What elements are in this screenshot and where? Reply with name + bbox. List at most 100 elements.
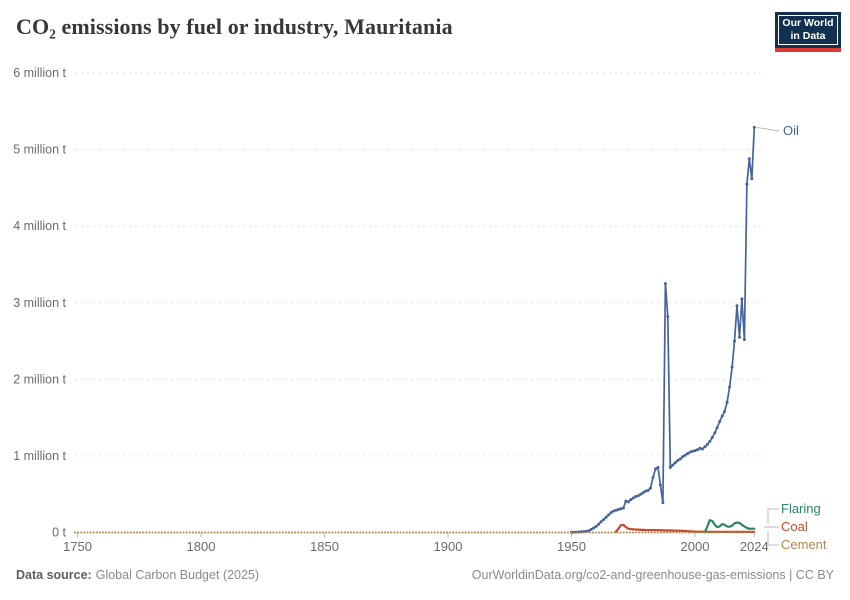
data-point-oil xyxy=(738,335,741,339)
data-point-oil xyxy=(599,520,603,524)
data-point-oil xyxy=(710,436,714,439)
y-axis-tick-label: 0 t xyxy=(52,526,66,540)
data-point-oil xyxy=(646,488,650,492)
data-point-oil xyxy=(616,508,620,511)
data-point-oil xyxy=(661,501,665,505)
data-source-label: Data source: xyxy=(16,568,92,582)
data-point-oil xyxy=(624,499,628,503)
data-point-oil xyxy=(718,420,722,423)
owid-logo-line2: in Data xyxy=(790,30,826,42)
data-point-oil xyxy=(733,339,736,343)
owid-logo-text: Our World in Data xyxy=(778,15,838,45)
series-line-flaring xyxy=(703,519,756,534)
data-point-oil xyxy=(740,297,744,301)
data-point-oil xyxy=(663,282,667,286)
data-point-oil xyxy=(634,495,638,498)
data-point-oil xyxy=(589,527,593,531)
data-point-oil xyxy=(629,498,633,502)
data-point-oil xyxy=(594,524,598,528)
data-point-oil xyxy=(698,446,702,450)
data-point-oil xyxy=(693,449,697,453)
legend-connector-oil xyxy=(756,126,780,132)
credit-link[interactable]: OurWorldinData.org/co2-and-greenhouse-ga… xyxy=(471,568,834,582)
data-point-oil xyxy=(681,455,685,459)
data-point-oil xyxy=(720,414,724,418)
data-point-oil xyxy=(723,410,727,413)
data-point-oil xyxy=(631,496,635,500)
x-axis-tick-label: 1750 xyxy=(63,539,92,554)
y-axis-tick-label: 6 million t xyxy=(13,66,66,80)
data-point-oil xyxy=(644,489,648,493)
data-point-oil xyxy=(705,442,709,446)
data-point-oil xyxy=(742,338,746,341)
data-point-oil xyxy=(609,511,613,515)
data-point-oil xyxy=(747,157,751,161)
data-point-oil xyxy=(678,457,682,461)
data-point-oil xyxy=(641,491,645,495)
legend-label-coal[interactable]: Coal xyxy=(781,519,808,534)
data-point-oil xyxy=(686,452,690,456)
legend-connector-flaring xyxy=(767,508,779,524)
data-point-oil xyxy=(654,467,657,471)
x-axis-tick-label: 1950 xyxy=(557,539,586,554)
owid-logo-background xyxy=(775,12,841,48)
y-axis-tick-label: 3 million t xyxy=(13,296,66,310)
data-point-oil xyxy=(621,506,625,510)
chart-footer: Data source: Global Carbon Budget (2025) … xyxy=(16,568,834,582)
data-point-oil xyxy=(676,459,680,462)
data-point-oil xyxy=(639,492,643,496)
data-point-oil xyxy=(612,509,615,513)
data-point-oil xyxy=(688,450,692,454)
data-point-oil xyxy=(619,507,623,511)
y-axis-tick-label: 1 million t xyxy=(13,449,66,463)
data-point-oil xyxy=(649,486,652,490)
owid-logo[interactable]: Our World in Data xyxy=(775,12,841,52)
data-point-oil xyxy=(626,500,630,504)
data-point-oil xyxy=(668,465,672,469)
data-point-oil xyxy=(607,513,611,517)
data-point-oil xyxy=(750,177,754,181)
data-point-oil xyxy=(735,304,739,308)
page-title: CO₂ emissions by fuel or industry, Mauri… xyxy=(16,14,453,39)
y-axis-tick-label: 2 million t xyxy=(13,372,66,386)
owid-logo-line1: Our World xyxy=(782,17,834,30)
x-axis-tick-label: 1800 xyxy=(187,539,216,554)
legend-label-cement[interactable]: Cement xyxy=(781,537,827,552)
data-point-oil xyxy=(752,125,756,129)
data-point-oil xyxy=(708,439,712,443)
data-point-oil xyxy=(666,315,670,318)
data-source-value: Global Carbon Budget (2025) xyxy=(95,568,260,582)
data-point-oil xyxy=(651,475,655,479)
y-axis-tick-label: 5 million t xyxy=(13,143,66,157)
series-line-cement xyxy=(74,530,756,534)
data-point-oil xyxy=(728,385,732,389)
data-point-oil xyxy=(691,449,694,453)
legend-label-oil[interactable]: Oil xyxy=(783,123,799,138)
legend-connector-cement xyxy=(767,531,779,546)
data-point-oil xyxy=(614,508,618,512)
x-axis-tick-label: 1900 xyxy=(434,539,463,554)
series-line-oil xyxy=(570,126,756,534)
data-point-oil xyxy=(604,515,608,519)
x-axis-tick-label: 2024 xyxy=(740,539,769,554)
data-point-oil xyxy=(715,426,719,430)
data-point-oil xyxy=(597,522,601,526)
series-line-coal xyxy=(614,523,756,534)
legend-label-flaring[interactable]: Flaring xyxy=(781,501,821,516)
y-axis-tick-label: 4 million t xyxy=(13,219,66,233)
data-point-oil xyxy=(703,445,707,449)
data-point-oil xyxy=(658,483,662,487)
x-axis-tick-label: 1850 xyxy=(310,539,339,554)
data-point-oil xyxy=(673,461,677,465)
data-point-oil xyxy=(656,465,660,469)
data-point-oil xyxy=(713,431,717,435)
data-point-oil xyxy=(602,518,606,521)
data-source: Data source: Global Carbon Budget (2025) xyxy=(16,568,259,582)
data-point-oil xyxy=(745,182,749,186)
data-point-oil xyxy=(696,448,699,452)
data-point-oil xyxy=(683,453,687,457)
x-axis-tick-label: 2000 xyxy=(681,539,710,554)
data-point-oil xyxy=(592,526,596,530)
